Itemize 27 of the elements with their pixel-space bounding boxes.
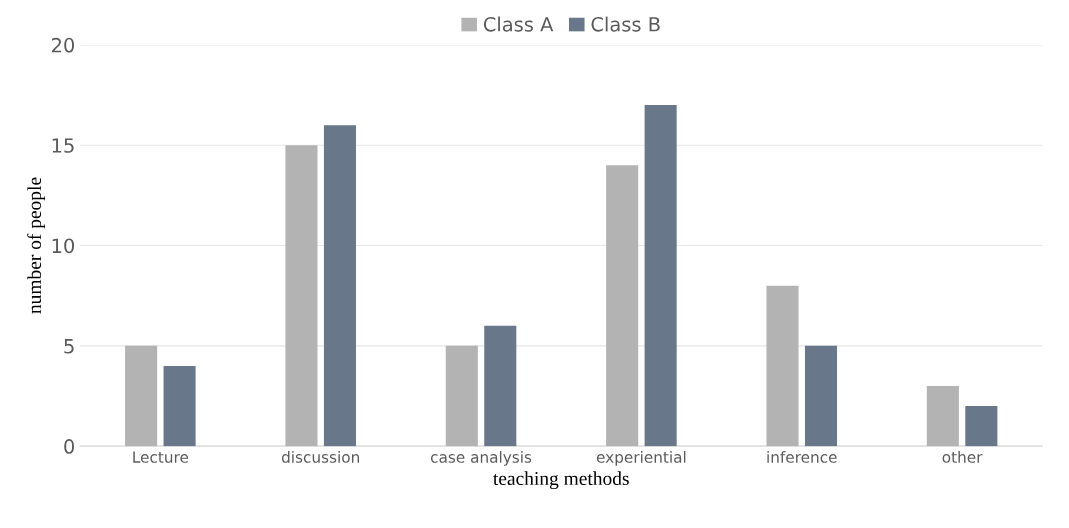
x-tick-label: Lecture: [133, 451, 189, 463]
y-tick-label: 15: [52, 138, 74, 153]
bar: [804, 345, 838, 447]
bar: [163, 365, 196, 447]
legend-label: Class B: [591, 16, 660, 32]
bar: [926, 385, 959, 447]
y-tick-label: 5: [64, 339, 74, 354]
bar: [285, 145, 318, 447]
x-tick-label: case analysis: [430, 451, 532, 466]
y-tick-label: 20: [52, 37, 75, 53]
legend-label: Class A: [483, 16, 554, 32]
bar: [766, 285, 799, 447]
y-axis-title: number of people: [27, 177, 46, 314]
y-tick-label: 10: [52, 238, 75, 254]
bar: [484, 325, 517, 447]
bar: [644, 105, 677, 447]
x-axis-title: teaching methods: [493, 471, 629, 490]
bar: [323, 125, 356, 447]
bar: [445, 345, 478, 447]
bar: [606, 165, 639, 447]
x-tick-label: inference: [767, 451, 837, 463]
x-tick-label: other: [942, 451, 983, 463]
bar: [125, 345, 158, 447]
bar: [965, 406, 998, 447]
x-tick-label: experiential: [596, 451, 686, 466]
x-tick-label: discussion: [281, 451, 359, 463]
y-tick-label: 0: [64, 439, 75, 454]
